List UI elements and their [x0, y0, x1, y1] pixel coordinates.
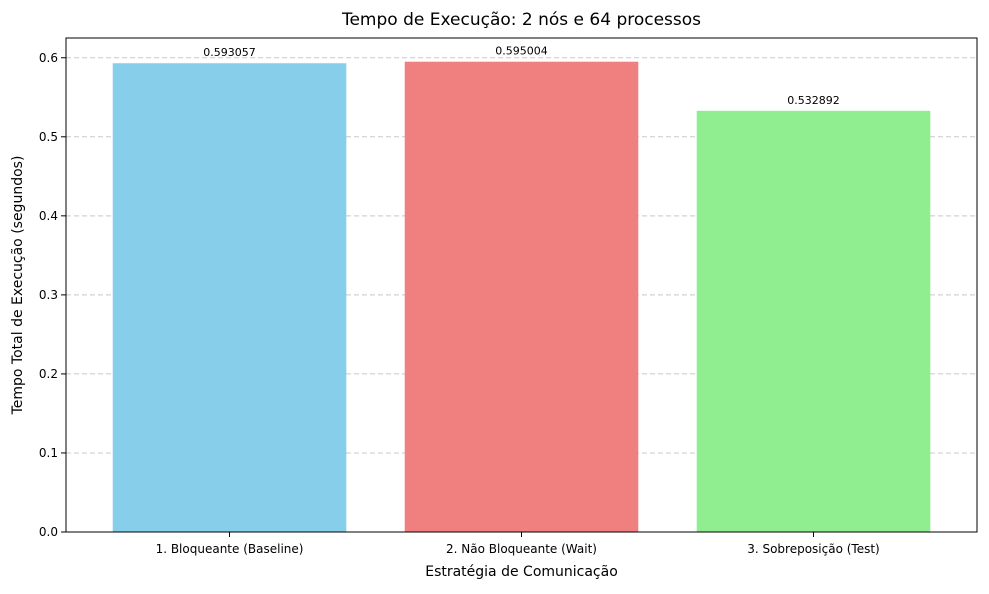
x-tick-label: 2. Não Bloqueante (Wait) — [446, 542, 597, 556]
x-axis-title: Estratégia de Comunicação — [425, 564, 618, 580]
y-tick-label: 0.2 — [39, 367, 58, 381]
x-axis-ticks: 1. Bloqueante (Baseline) 2. Não Bloqueant… — [156, 532, 880, 556]
data-labels: 0.593057 0.595004 0.532892 — [203, 45, 839, 107]
y-tick-label: 0.4 — [39, 209, 58, 223]
chart-title: Tempo de Execução: 2 nós e 64 processos — [341, 10, 701, 30]
data-label: 0.595004 — [495, 45, 548, 58]
y-tick-label: 0.5 — [39, 130, 58, 144]
x-tick-label: 3. Sobreposição (Test) — [747, 542, 880, 556]
y-axis-title: Tempo Total de Execução (segundos) — [10, 156, 26, 416]
bar — [404, 61, 639, 533]
bar — [112, 63, 347, 533]
x-tick-label: 1. Bloqueante (Baseline) — [156, 542, 304, 556]
y-tick-label: 0.1 — [39, 446, 58, 460]
data-label: 0.593057 — [203, 46, 256, 59]
y-axis-ticks: 0.0 0.1 0.2 0.3 0.4 0.5 0.6 — [39, 51, 66, 539]
y-tick-label: 0.6 — [39, 51, 58, 65]
bars — [112, 61, 931, 533]
y-tick-label: 0.3 — [39, 288, 58, 302]
bar — [696, 110, 931, 533]
y-tick-label: 0.0 — [39, 525, 58, 539]
data-label: 0.532892 — [787, 94, 840, 107]
